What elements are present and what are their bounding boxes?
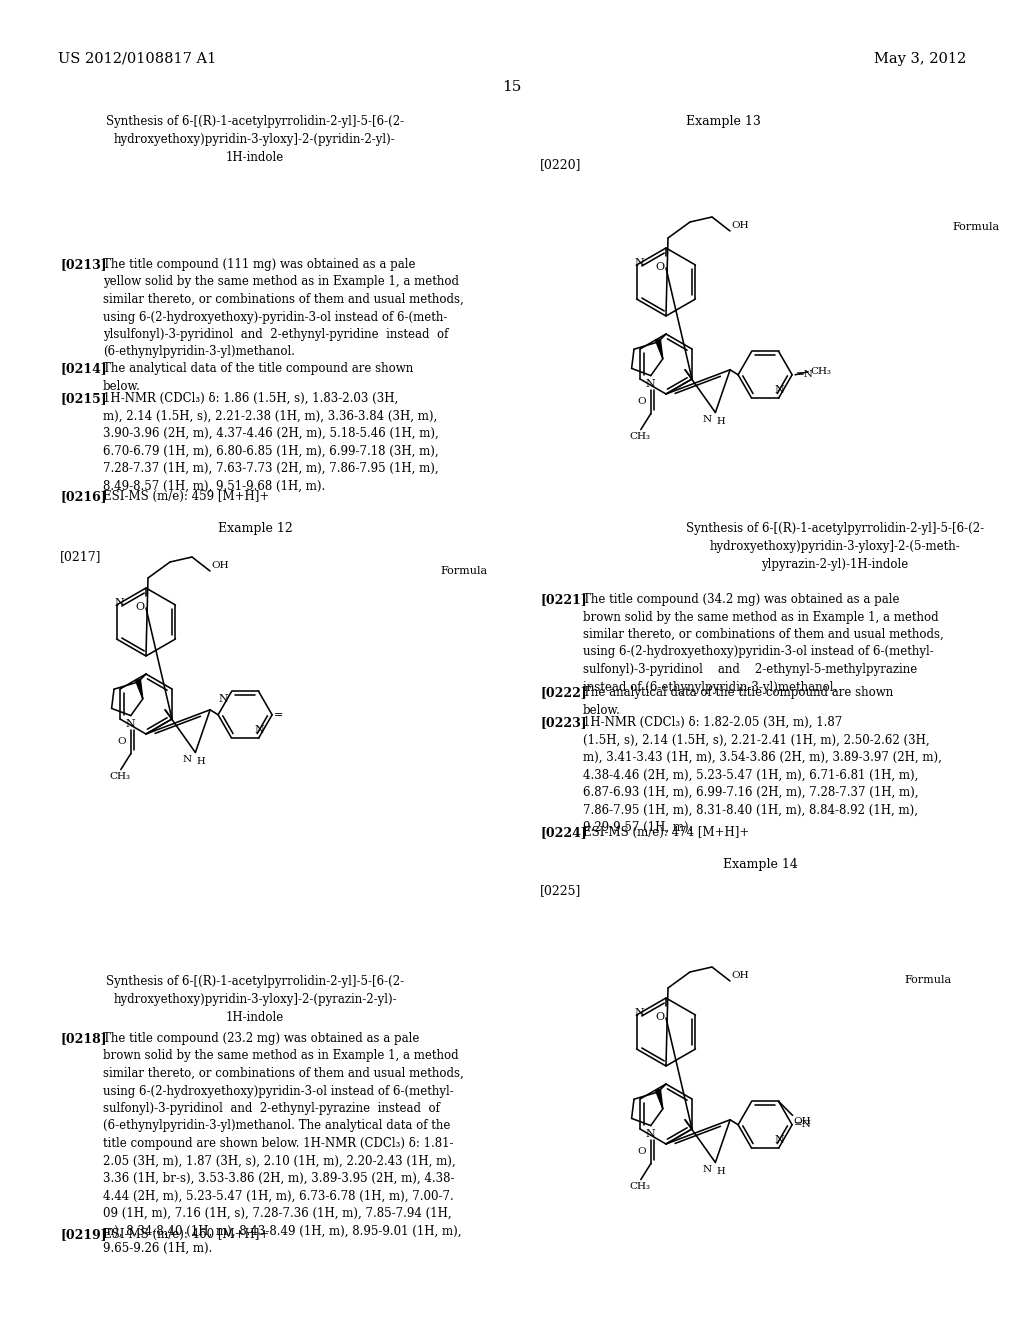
Text: [0220]: [0220]	[540, 158, 582, 172]
Text: CH₃: CH₃	[630, 1181, 650, 1191]
Text: N: N	[255, 725, 264, 735]
Text: =N: =N	[794, 1121, 812, 1130]
Text: [0218]: [0218]	[60, 1032, 106, 1045]
Text: =: =	[274, 710, 284, 719]
Text: The title compound (23.2 mg) was obtained as a pale
brown solid by the same meth: The title compound (23.2 mg) was obtaine…	[103, 1032, 464, 1255]
Polygon shape	[135, 680, 142, 698]
Text: US 2012/0108817 A1: US 2012/0108817 A1	[58, 51, 216, 66]
Text: N: N	[126, 718, 135, 729]
Text: CH₃: CH₃	[810, 367, 831, 376]
Text: [0222]: [0222]	[540, 686, 587, 700]
Text: [0223]: [0223]	[540, 715, 587, 729]
Polygon shape	[655, 1089, 663, 1109]
Text: N: N	[702, 416, 712, 425]
Text: O: O	[655, 261, 665, 272]
Text: The analytical data of the title compound are shown
below.: The analytical data of the title compoun…	[103, 362, 414, 392]
Text: OH: OH	[211, 561, 228, 570]
Text: [0217]: [0217]	[60, 550, 101, 564]
Text: O: O	[637, 397, 646, 407]
Text: H: H	[197, 756, 205, 766]
Text: Synthesis of 6-[(R)-1-acetylpyrrolidin-2-yl]-5-[6-(2-
hydroxyethoxy)pyridin-3-yl: Synthesis of 6-[(R)-1-acetylpyrrolidin-2…	[105, 975, 404, 1024]
Text: OH: OH	[731, 972, 749, 981]
Text: Synthesis of 6-[(R)-1-acetylpyrrolidin-2-yl]-5-[6-(2-
hydroxyethoxy)pyridin-3-yl: Synthesis of 6-[(R)-1-acetylpyrrolidin-2…	[686, 521, 984, 572]
Text: Example 13: Example 13	[686, 115, 761, 128]
Text: [0221]: [0221]	[540, 593, 587, 606]
Text: =N: =N	[796, 371, 814, 379]
Text: May 3, 2012: May 3, 2012	[873, 51, 966, 66]
Text: The title compound (111 mg) was obtained as a pale
yellow solid by the same meth: The title compound (111 mg) was obtained…	[103, 257, 464, 359]
Text: N: N	[635, 1008, 644, 1018]
Text: H: H	[717, 417, 725, 425]
Text: Formula: Formula	[905, 975, 952, 985]
Text: N: N	[115, 598, 125, 609]
Text: OH: OH	[731, 222, 749, 231]
Text: Synthesis of 6-[(R)-1-acetylpyrrolidin-2-yl]-5-[6-(2-
hydroxyethoxy)pyridin-3-yl: Synthesis of 6-[(R)-1-acetylpyrrolidin-2…	[105, 115, 404, 164]
Text: N: N	[182, 755, 191, 764]
Text: N: N	[646, 379, 655, 388]
Polygon shape	[655, 339, 663, 359]
Text: [0215]: [0215]	[60, 392, 106, 405]
Text: N: N	[635, 257, 644, 268]
Text: The title compound (34.2 mg) was obtained as a pale
brown solid by the same meth: The title compound (34.2 mg) was obtaine…	[583, 593, 944, 693]
Text: [0224]: [0224]	[540, 826, 587, 840]
Text: The analytical data of the title compound are shown
below.: The analytical data of the title compoun…	[583, 686, 893, 717]
Text: O: O	[655, 1012, 665, 1022]
Text: OH: OH	[794, 1118, 811, 1126]
Text: N: N	[646, 1129, 655, 1139]
Text: 1H-NMR (CDCl₃) δ: 1.82-2.05 (3H, m), 1.87
(1.5H, s), 2.14 (1.5H, s), 2.21-2.41 (: 1H-NMR (CDCl₃) δ: 1.82-2.05 (3H, m), 1.8…	[583, 715, 942, 834]
Text: [0213]: [0213]	[60, 257, 106, 271]
Text: [0214]: [0214]	[60, 362, 106, 375]
Text: 1H-NMR (CDCl₃) δ: 1.86 (1.5H, s), 1.83-2.03 (3H,
m), 2.14 (1.5H, s), 2.21-2.38 (: 1H-NMR (CDCl₃) δ: 1.86 (1.5H, s), 1.83-2…	[103, 392, 438, 492]
Text: ESI-MS (m/e): 460 [M+H]+: ESI-MS (m/e): 460 [M+H]+	[103, 1228, 269, 1241]
Text: [0225]: [0225]	[540, 884, 582, 898]
Text: ESI-MS (m/e): 459 [M+H]+: ESI-MS (m/e): 459 [M+H]+	[103, 490, 269, 503]
Text: Formula: Formula	[441, 566, 488, 576]
Text: O: O	[135, 602, 144, 612]
Text: H: H	[717, 1167, 725, 1176]
Text: Example 14: Example 14	[723, 858, 798, 871]
Text: O: O	[637, 1147, 646, 1156]
Text: [0219]: [0219]	[60, 1228, 106, 1241]
Text: Example 12: Example 12	[218, 521, 293, 535]
Text: ESI-MS (m/e): 474 [M+H]+: ESI-MS (m/e): 474 [M+H]+	[583, 826, 750, 840]
Text: Formula: Formula	[952, 222, 999, 232]
Text: N: N	[775, 1135, 784, 1146]
Text: N: N	[775, 385, 784, 395]
Text: N: N	[702, 1166, 712, 1175]
Text: O: O	[117, 737, 126, 746]
Text: N: N	[219, 694, 228, 705]
Text: 15: 15	[503, 81, 521, 94]
Text: CH₃: CH₃	[630, 432, 650, 441]
Text: [0216]: [0216]	[60, 490, 106, 503]
Text: CH₃: CH₃	[110, 772, 130, 780]
